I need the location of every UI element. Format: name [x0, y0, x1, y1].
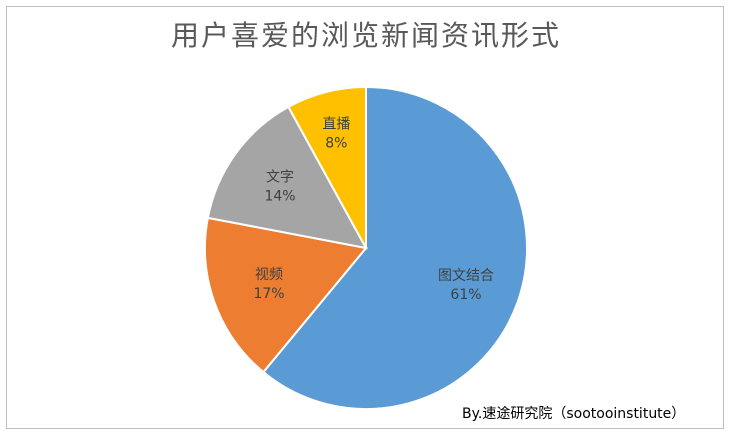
slice-value-2: 17%	[253, 286, 284, 302]
slice-value-3: 14%	[264, 189, 295, 205]
slice-label-3: 文字	[266, 170, 294, 186]
pie-slice-3	[206, 105, 368, 250]
slice-value-1: 61%	[450, 287, 481, 303]
slice-value-4: 8%	[325, 136, 347, 152]
pie-slice-1	[261, 85, 528, 410]
pie-slice-4	[287, 85, 367, 249]
chart-title: 用户喜爱的浏览新闻资讯形式	[170, 19, 561, 52]
pie-slice-2	[204, 216, 368, 374]
source-credit: By.速途研究院（sootooinstitute）	[462, 406, 686, 422]
slice-label-1: 图文结合	[438, 268, 494, 284]
slice-label-2: 视频	[255, 267, 283, 283]
slice-label-4: 直播	[322, 116, 350, 133]
